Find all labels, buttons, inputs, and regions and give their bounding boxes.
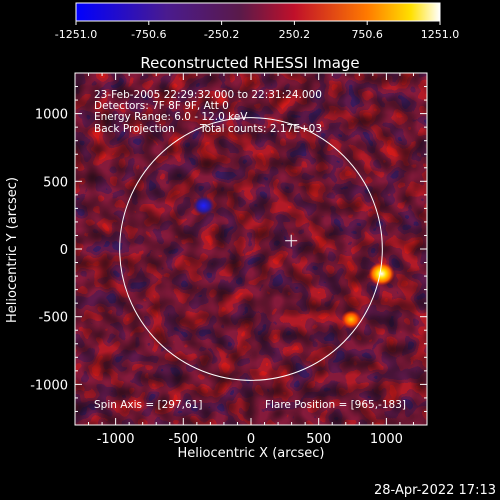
annotation-line: Energy Range: 6.0 - 12.0 keV [94,111,248,123]
heatmap-texture-dark [75,73,427,425]
annotation-block: 23-Feb-2005 22:29:32.000 to 22:31:24.000… [94,89,322,135]
colorbar-tick-label: 250.2 [279,28,311,41]
y-tick-label: 1000 [35,108,68,123]
colorbar-tick-label: -1251.0 [55,28,97,41]
x-axis-label: Heliocentric X (arcsec) [178,446,325,461]
plot-area [75,73,427,425]
colorbar-tick-label: -250.2 [204,28,239,41]
solar-limb-circle [119,117,383,381]
annotation-line: Back Projection [94,123,175,135]
colorbar: -1251.0 -750.6 -250.2 250.2 750.6 1251.0 [55,2,459,41]
y-axis-label: Heliocentric Y (arcsec) [5,177,20,323]
colorbar-gradient [75,2,441,22]
annotation-line: 23-Feb-2005 22:29:32.000 to 22:31:24.000 [94,89,322,101]
x-axis-ticks: -1000 -500 0 500 1000 [88,73,414,447]
flare-position-label: Flare Position = [965,-183] [265,399,406,411]
source-blob [341,310,362,329]
x-tick-label: -500 [169,432,199,447]
colorbar-ticks: -1251.0 -750.6 -250.2 250.2 750.6 1251.0 [55,21,459,41]
x-tick-label: 0 [247,432,255,447]
spin-axis-marker [285,234,298,247]
y-tick-label: 500 [43,175,68,190]
colorbar-tick-label: 750.6 [351,28,383,41]
y-tick-label: -1000 [30,378,68,393]
source-blob [192,195,215,216]
footer-date: 28-Apr-2022 17:13 [374,483,496,498]
chart-title: Reconstructed RHESSI Image [140,54,359,72]
x-tick-label: 1000 [370,432,403,447]
colorbar-tick-label: -750.6 [131,28,166,41]
colorbar-tick-label: 1251.0 [421,28,460,41]
y-tick-label: -500 [38,311,68,326]
y-tick-label: 0 [60,243,68,258]
y-axis-ticks: -1000 -500 0 500 1000 [30,86,427,412]
spin-axis-label: Spin Axis = [297,61] [94,399,202,411]
x-tick-label: 500 [306,432,331,447]
annotation-line: Total counts: 2.17E+03 [199,123,322,135]
x-tick-label: -1000 [97,432,135,447]
annotation-line: Detectors: 7F 8F 9F, Att 0 [94,100,229,112]
source-blob [368,262,395,286]
bright-sources [192,195,395,329]
